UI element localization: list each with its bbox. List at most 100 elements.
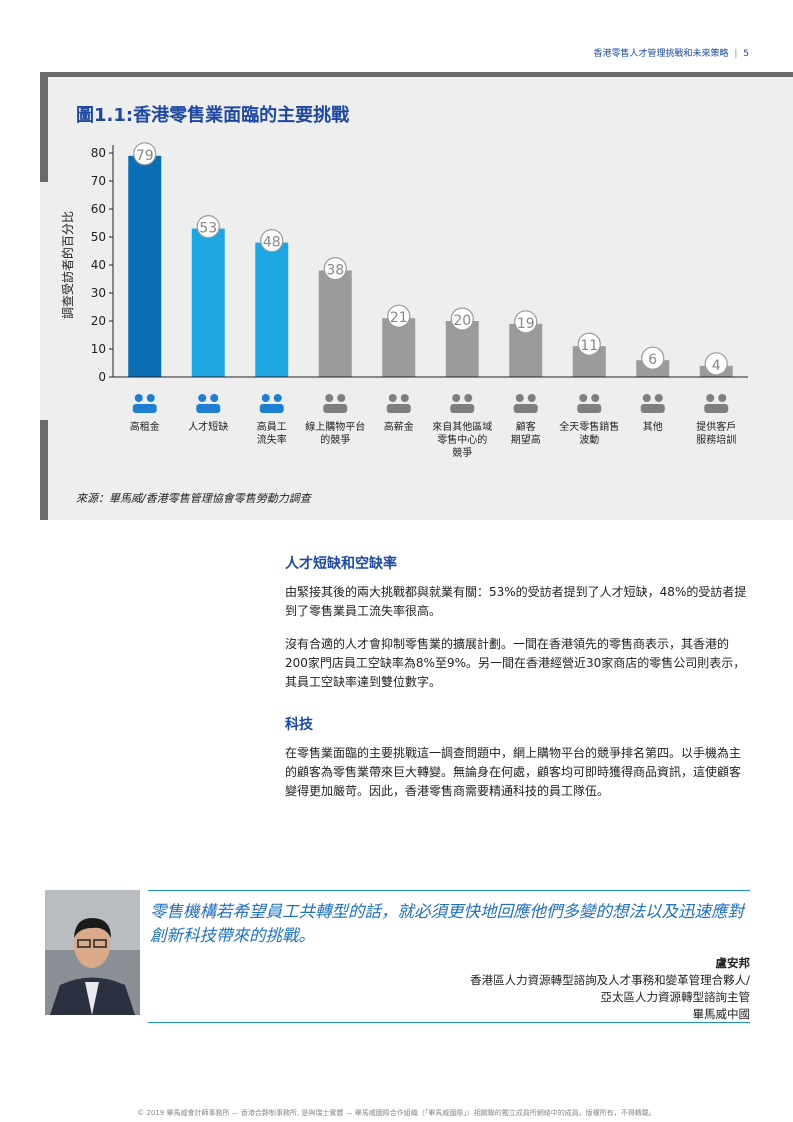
- value-label: 11: [580, 338, 598, 354]
- icon: [400, 394, 409, 402]
- chart-panel: [40, 72, 793, 520]
- y-axis-label: 調查受訪者的百分比: [60, 211, 75, 319]
- bar: [255, 242, 289, 377]
- quote-rule: [148, 1022, 750, 1023]
- value-badge: [641, 346, 665, 370]
- x-tick-label: 人才短缺: [188, 422, 229, 433]
- value-badge: [387, 304, 411, 328]
- y-tick-label: 10: [91, 342, 106, 356]
- icon: [579, 394, 588, 402]
- x-tick-label: 來自其他區域 零售中心的 競爭: [432, 422, 493, 459]
- value-label: 48: [263, 235, 281, 251]
- paragraph: 由緊接其後的兩大挑戰都與就業有關：53%的受訪者提到了人才短缺，48%的受訪者提…: [285, 585, 747, 618]
- icon: [323, 404, 348, 413]
- icon: [577, 404, 602, 413]
- source: 來源：畢馬威/香港零售管理協會零售勞動力調查: [76, 492, 311, 505]
- panel-accent: [40, 72, 793, 77]
- icon: [513, 404, 538, 413]
- body: 人才短缺和空缺率 由緊接其後的兩大挑戰都與就業有關：53%的受訪者提到了人才短缺…: [285, 553, 750, 815]
- bar: [318, 270, 352, 377]
- icon: [640, 404, 665, 413]
- icon: [527, 394, 536, 402]
- value-badge: [514, 310, 538, 334]
- bar: [382, 318, 416, 377]
- icon: [196, 404, 221, 413]
- portrait: [45, 890, 140, 1015]
- icon: [261, 394, 270, 402]
- value-label: 79: [136, 148, 154, 164]
- chart: 調查受訪者的百分比 0 10 20 30 40 50 60 70 80 79 53 48 38 21 20 1…: [60, 142, 748, 413]
- panel-accent: [40, 72, 48, 182]
- paragraph: 在零售業面臨的主要挑戰這一調查問題中，網上購物平台的競爭排名第四。以手機為主的顧…: [285, 746, 742, 798]
- bar: [128, 155, 162, 377]
- icon: [718, 394, 727, 402]
- value-label: 53: [199, 221, 217, 237]
- x-tick-label: 高薪金: [383, 422, 414, 433]
- value-badge: [196, 215, 220, 239]
- footer: © 2019 畢馬威會計師事務所 — 香港合夥制事務所, 是與瑞士實體 — 畢馬…: [137, 1109, 656, 1117]
- value-badge: [260, 229, 284, 253]
- y-tick-label: 0: [98, 370, 106, 384]
- y-tick-label: 40: [91, 258, 106, 272]
- value-label: 21: [390, 310, 408, 326]
- quote-title: 亞太區人力資源轉型諮詢主管: [600, 990, 751, 1004]
- icon: [515, 394, 524, 402]
- icon: [210, 394, 219, 402]
- quote-text: 零售機構若希望員工共轉型的話，就必須更快地回應他們多變的想法以及迅速應對創新科技…: [150, 902, 744, 945]
- header: 香港零售人才管理挑戰和未來策略 | 5: [593, 49, 749, 59]
- y-tick-label: 50: [91, 230, 106, 244]
- icon: [704, 404, 729, 413]
- value-badge: [577, 332, 601, 356]
- icon: [259, 404, 284, 413]
- x-tick-label: 高員工 流失率: [256, 422, 287, 446]
- quote-title: 畢馬威中國: [692, 1007, 751, 1021]
- y-tick-label: 60: [91, 202, 106, 216]
- x-tick-label: 顧客 期望高: [510, 422, 541, 446]
- bar: [191, 228, 225, 377]
- quote-attribution: 盧安邦 香港區人力資源轉型諮詢及人才事務和變革管理合夥人/ 亞太區人力資源轉型諮…: [470, 955, 750, 1023]
- x-tick-label: 高租金: [129, 422, 160, 433]
- icon: [654, 394, 663, 402]
- icon: [132, 404, 157, 413]
- icon: [337, 394, 346, 402]
- icon: [464, 394, 473, 402]
- x-tick-label: 其他: [642, 422, 663, 433]
- icon: [386, 404, 411, 413]
- value-badge: [450, 307, 474, 331]
- value-badge: [323, 257, 347, 281]
- icon: [146, 394, 155, 402]
- page-number: 5: [743, 49, 749, 59]
- value-label: 19: [517, 316, 535, 332]
- y-tick-label: 20: [91, 314, 106, 328]
- x-tick-label: 全天零售銷售 波動: [559, 422, 620, 446]
- icon: [325, 394, 334, 402]
- icon: [134, 394, 143, 402]
- y-tick-label: 80: [91, 146, 106, 160]
- y-tick-label: 70: [91, 174, 106, 188]
- icon: [388, 394, 397, 402]
- value-label: 6: [648, 352, 657, 368]
- value-label: 4: [712, 358, 721, 374]
- value-badge: [704, 352, 728, 376]
- icon: [450, 404, 475, 413]
- icon: [591, 394, 600, 402]
- quote-name: 盧安邦: [715, 956, 751, 970]
- icon: [273, 394, 282, 402]
- icon: [198, 394, 207, 402]
- x-tick-label: 線上購物平台 的競爭: [305, 422, 366, 446]
- y-tick-label: 30: [91, 286, 106, 300]
- panel-accent: [40, 420, 48, 520]
- quote-title: 香港區人力資源轉型諮詢及人才事務和變革管理合夥人/: [470, 973, 750, 987]
- icon: [452, 394, 461, 402]
- section-heading: 人才短缺和空缺率: [285, 556, 397, 572]
- section-heading: 科技: [285, 717, 313, 733]
- x-tick-label: 提供客戶 服務培訓: [696, 422, 737, 446]
- value-label: 20: [453, 313, 471, 329]
- value-badge: [133, 142, 157, 166]
- header-title: 香港零售人才管理挑戰和未來策略: [593, 49, 729, 59]
- paragraph: 沒有合適的人才會抑制零售業的擴展計劃。一間在香港領先的零售商表示，其香港的200…: [285, 637, 746, 689]
- quote-rule: [148, 890, 750, 891]
- icon: [706, 394, 715, 402]
- icon: [642, 394, 651, 402]
